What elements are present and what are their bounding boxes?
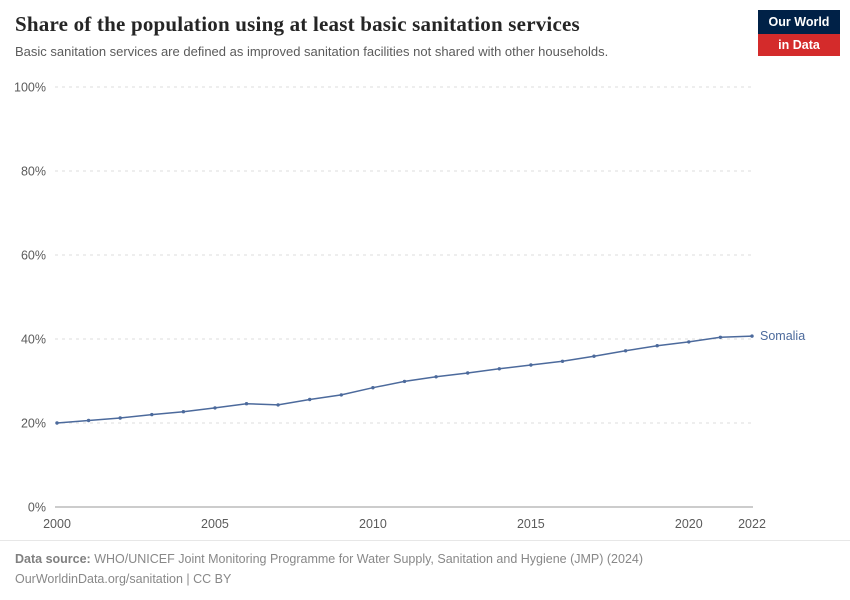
data-point: [560, 359, 565, 363]
data-point: [434, 375, 438, 379]
data-point: [655, 344, 659, 348]
data-point: [55, 421, 59, 425]
chart-footer: Data source: WHO/UNICEF Joint Monitoring…: [15, 549, 835, 589]
data-point: [529, 363, 533, 367]
data-point: [466, 371, 470, 375]
data-point: [276, 403, 280, 407]
data-point: [592, 354, 596, 358]
y-tick-label: 20%: [21, 417, 46, 431]
chart-subtitle: Basic sanitation services are defined as…: [15, 44, 609, 59]
data-point: [150, 412, 154, 417]
data-source-text: WHO/UNICEF Joint Monitoring Programme fo…: [94, 552, 644, 566]
y-tick-label: 0%: [28, 501, 46, 515]
owid-logo: Our World in Data: [758, 10, 840, 56]
chart-header: Share of the population using at least b…: [15, 12, 735, 61]
data-point: [86, 418, 91, 423]
data-point: [181, 410, 186, 414]
data-source-line: Data source: WHO/UNICEF Joint Monitoring…: [15, 549, 835, 569]
page-title: Share of the population using at least b…: [15, 12, 580, 36]
x-tick-label: 2015: [517, 517, 545, 531]
x-tick-label: 2020: [675, 517, 703, 531]
series-end-label: Somalia: [760, 329, 805, 343]
x-tick-label: 2022: [738, 517, 766, 531]
x-tick-label: 2010: [359, 517, 387, 531]
owid-logo-line1: Our World: [758, 10, 840, 34]
y-tick-label: 80%: [21, 165, 46, 179]
data-point: [402, 379, 407, 384]
series-line: [56, 335, 753, 424]
license-text: OurWorldinData.org/sanitation | CC BY: [15, 572, 232, 586]
data-point: [371, 386, 375, 390]
data-point: [497, 367, 501, 371]
data-source-label: Data source:: [15, 552, 91, 566]
footer-divider: [0, 540, 850, 541]
y-tick-label: 60%: [21, 249, 46, 263]
data-point: [687, 340, 691, 344]
x-tick-label: 2000: [43, 517, 71, 531]
data-point: [213, 406, 217, 410]
owid-logo-line2: in Data: [758, 33, 840, 56]
y-tick-label: 40%: [21, 333, 46, 347]
data-point: [750, 334, 754, 338]
data-point: [718, 335, 723, 339]
line-chart: 0% 20% 40% 60% 80% 100% 2000 2005 2010 2015 2020 20…: [14, 81, 805, 532]
data-point: [118, 416, 122, 420]
data-point: [339, 393, 343, 397]
data-point: [308, 397, 312, 402]
data-point: [623, 349, 628, 353]
y-tick-label: 100%: [14, 81, 46, 95]
x-tick-label: 2005: [201, 517, 229, 531]
data-point: [244, 402, 249, 406]
